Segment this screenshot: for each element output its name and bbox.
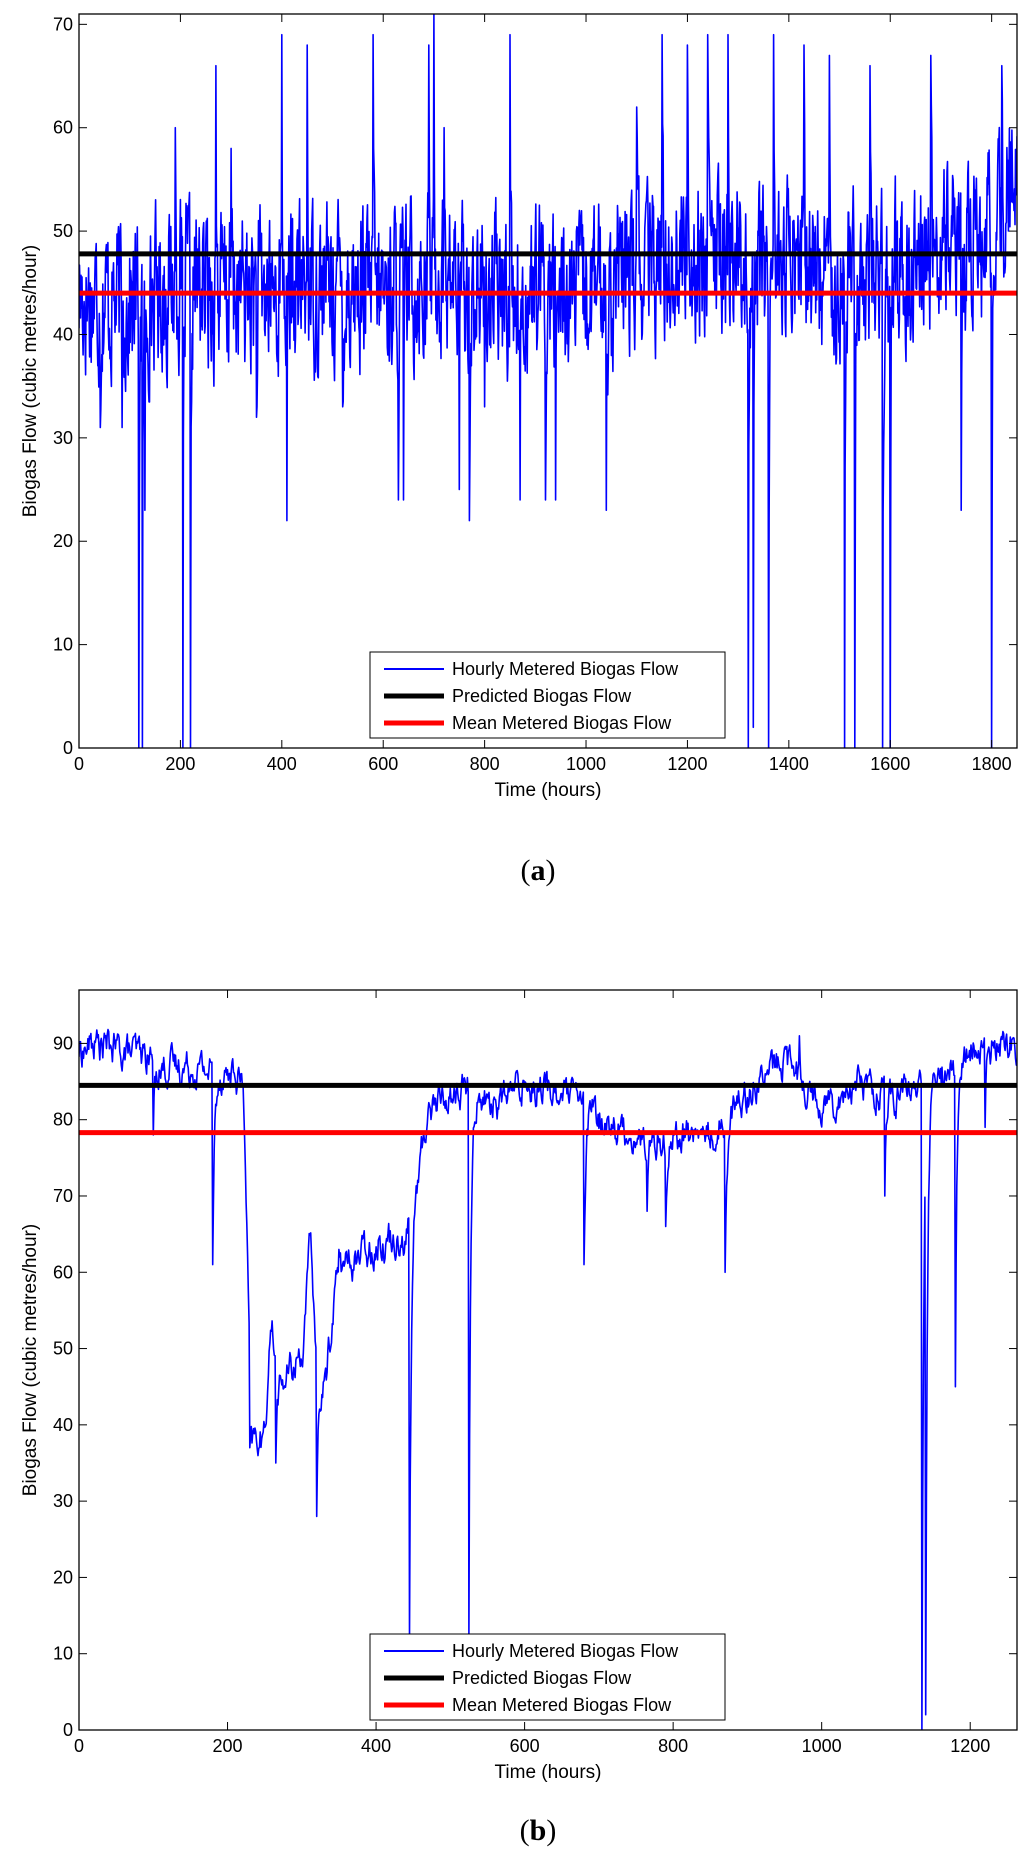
x-tick-label: 600 <box>510 1736 540 1756</box>
x-tick-label: 600 <box>368 754 398 774</box>
x-tick-label: 1600 <box>870 754 910 774</box>
y-tick-label: 0 <box>63 738 73 758</box>
panel-label-open: ( <box>521 854 531 887</box>
y-tick-label: 20 <box>53 531 73 551</box>
legend-entry-label: Predicted Biogas Flow <box>452 1668 632 1688</box>
legend-entry-label: Predicted Biogas Flow <box>452 686 632 706</box>
y-tick-label: 20 <box>53 1567 73 1587</box>
x-tick-label: 800 <box>470 754 500 774</box>
x-tick-label: 1200 <box>950 1736 990 1756</box>
y-tick-label: 80 <box>53 1110 73 1130</box>
x-tick-label: 1000 <box>566 754 606 774</box>
legend-entry-label: Mean Metered Biogas Flow <box>452 713 672 733</box>
plot-frame <box>78 13 1018 749</box>
series-hourly-metered-biogas-flow-line <box>79 14 1017 748</box>
y-tick-label: 50 <box>53 1339 73 1359</box>
x-tick-label: 0 <box>74 1736 84 1756</box>
y-tick-label: 60 <box>53 118 73 138</box>
panel-label-letter: b <box>530 1814 547 1847</box>
chart-panel-b: 0 200 400 600 800 1000 1200 0 10 20 30 40 50 60 70 80 90… <box>20 989 1018 1847</box>
y-tick-label: 40 <box>53 1415 73 1435</box>
x-tick-label: 1400 <box>769 754 809 774</box>
y-axis-label: Biogas Flow (cubic metres/hour) <box>20 1224 41 1496</box>
y-tick-label: 30 <box>53 428 73 448</box>
x-axis-label: Time (hours) <box>495 780 602 801</box>
x-tick-label: 200 <box>213 1736 243 1756</box>
panel-label-close: ) <box>546 854 556 887</box>
x-tick-label: 200 <box>165 754 195 774</box>
y-tick-label: 10 <box>53 1644 73 1664</box>
x-tick-label: 1800 <box>972 754 1012 774</box>
panel-label-close: ) <box>546 1814 556 1847</box>
x-axis-label: Time (hours) <box>495 1762 602 1783</box>
x-tick-label: 1200 <box>667 754 707 774</box>
y-axis-label: Biogas Flow (cubic metres/hour) <box>20 245 41 517</box>
panel-label: (b) <box>520 1814 557 1847</box>
x-tick-label: 400 <box>361 1736 391 1756</box>
y-tick-label: 70 <box>53 1186 73 1206</box>
y-tick-label: 30 <box>53 1491 73 1511</box>
plot-lines <box>79 1028 1017 1730</box>
legend-entry-label: Hourly Metered Biogas Flow <box>452 659 679 679</box>
plot-lines <box>79 14 1017 748</box>
plot-frame <box>78 989 1018 1731</box>
y-tick-label: 40 <box>53 324 73 344</box>
panel-label: (a) <box>521 854 556 887</box>
y-tick-label: 70 <box>53 14 73 34</box>
y-tick-label: 10 <box>53 635 73 655</box>
y-tick-label: 60 <box>53 1262 73 1282</box>
chart-panel-a: 0 200 400 600 800 1000 1200 1400 1600 1800 0 10 20 30… <box>20 13 1018 887</box>
y-tick-label: 0 <box>63 1720 73 1740</box>
legend: Hourly Metered Biogas Flow Predicted Biog… <box>369 651 726 739</box>
panel-label-letter: a <box>531 854 546 887</box>
legend: Hourly Metered Biogas Flow Predicted Biog… <box>369 1633 726 1721</box>
panel-label-open: ( <box>520 1814 530 1847</box>
x-tick-label: 800 <box>658 1736 688 1756</box>
x-tick-label: 1000 <box>802 1736 842 1756</box>
x-tick-label: 400 <box>267 754 297 774</box>
legend-entry-label: Mean Metered Biogas Flow <box>452 1695 672 1715</box>
x-tick-label: 0 <box>74 754 84 774</box>
legend-entry-label: Hourly Metered Biogas Flow <box>452 1641 679 1661</box>
y-tick-label: 90 <box>53 1033 73 1053</box>
y-tick-label: 50 <box>53 221 73 241</box>
